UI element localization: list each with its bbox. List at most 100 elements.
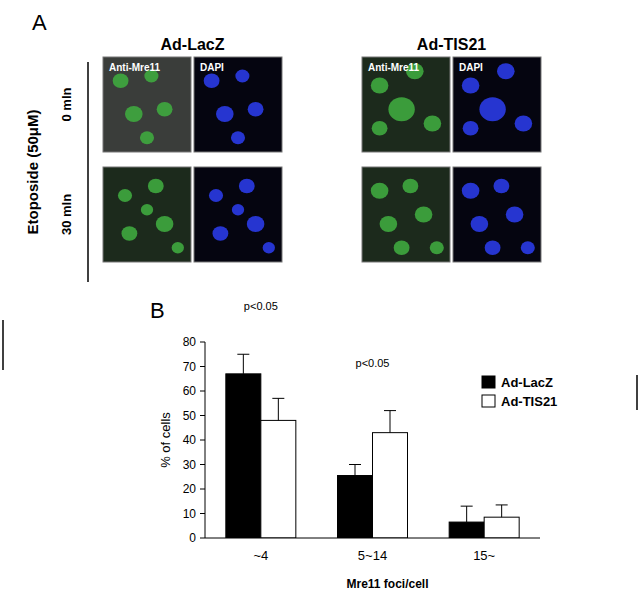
nucleus xyxy=(140,131,154,144)
y-tick xyxy=(200,538,205,539)
y-tick xyxy=(200,489,205,490)
nucleus xyxy=(239,179,255,194)
nucleus xyxy=(521,241,535,254)
nucleus xyxy=(471,216,489,232)
nucleus xyxy=(204,73,220,88)
nucleus xyxy=(388,97,414,121)
micrograph xyxy=(194,57,282,152)
micrograph xyxy=(453,167,541,262)
x-axis xyxy=(205,538,540,539)
channel-label: Anti-Mre11 xyxy=(109,62,161,73)
nucleus xyxy=(371,77,389,93)
nucleus xyxy=(463,121,479,136)
micrograph xyxy=(103,167,191,262)
nucleus xyxy=(430,241,444,254)
bar xyxy=(373,433,408,538)
error-stem xyxy=(278,398,279,420)
nucleus xyxy=(485,240,501,255)
error-cap xyxy=(272,398,284,399)
nucleus xyxy=(394,240,410,255)
y-tick xyxy=(200,391,205,392)
nucleus xyxy=(372,121,388,136)
row-label: 30 mln xyxy=(59,194,74,235)
y-tick-label: 50 xyxy=(183,409,197,423)
bar xyxy=(261,420,296,538)
y-tick-label: 30 xyxy=(183,458,197,472)
error-stem xyxy=(355,465,356,476)
legend-label: Ad-LacZ xyxy=(501,375,553,390)
nucleus xyxy=(247,216,265,232)
figure: AEtoposide (50μM)0 mln30 mlnAd-LacZAnti-… xyxy=(0,0,641,597)
error-stem xyxy=(243,354,244,374)
y-tick-label: 40 xyxy=(183,433,197,447)
micrograph xyxy=(362,57,450,152)
channel-label: Anti-Mre11 xyxy=(368,62,420,73)
background xyxy=(0,0,641,597)
group-title: Ad-LacZ xyxy=(161,36,225,53)
legend-label: Ad-TIS21 xyxy=(501,394,557,409)
nucleus xyxy=(497,63,515,79)
error-bar xyxy=(496,505,508,517)
nucleus xyxy=(248,102,264,117)
error-stem xyxy=(466,506,467,522)
figure-root: AEtoposide (50μM)0 mln30 mlnAd-LacZAnti-… xyxy=(0,0,641,597)
y-tick-label: 20 xyxy=(183,482,197,496)
error-cap xyxy=(384,410,396,411)
y-tick-label: 0 xyxy=(189,531,196,545)
bar xyxy=(449,522,484,538)
row-bracket xyxy=(87,62,89,282)
nucleus xyxy=(515,115,533,131)
error-bar xyxy=(461,506,473,522)
nucleus xyxy=(506,206,524,222)
bar xyxy=(338,476,373,538)
nucleus xyxy=(402,179,418,194)
nucleus xyxy=(235,70,249,83)
nucleus xyxy=(125,106,143,122)
edge-mark xyxy=(2,320,4,370)
error-cap xyxy=(496,504,508,505)
nucleus xyxy=(493,179,509,194)
nucleus xyxy=(216,106,234,122)
nucleus xyxy=(232,204,244,215)
treatment-label: Etoposide (50μM) xyxy=(24,109,41,234)
bar xyxy=(484,517,519,538)
nucleus xyxy=(263,242,275,253)
error-bar xyxy=(237,354,249,374)
error-bar xyxy=(384,411,396,433)
nucleus xyxy=(209,189,223,202)
nucleus xyxy=(148,179,164,194)
bars xyxy=(226,354,519,538)
y-tick xyxy=(200,366,205,367)
nucleus xyxy=(424,115,442,131)
nucleus xyxy=(118,189,132,202)
micrograph xyxy=(453,57,541,152)
error-cap xyxy=(349,464,361,465)
y-tick-label: 70 xyxy=(183,360,197,374)
error-cap xyxy=(237,354,249,355)
panel-label: A xyxy=(32,10,47,35)
legend-swatch xyxy=(482,395,495,407)
y-axis-label: % of cells xyxy=(158,412,173,468)
micrograph xyxy=(362,167,450,262)
nucleus xyxy=(231,131,245,144)
channel-label: DAPI xyxy=(459,62,483,73)
error-stem xyxy=(390,411,391,433)
panel-label: B xyxy=(150,298,165,323)
edge-mark xyxy=(636,375,638,410)
y-tick-label: 80 xyxy=(183,335,197,349)
x-tick-label: ~4 xyxy=(253,548,268,563)
micrograph xyxy=(103,57,191,152)
x-tick-label: 15~ xyxy=(473,548,495,563)
micrograph xyxy=(194,167,282,262)
error-bar xyxy=(272,398,284,420)
error-bar xyxy=(349,465,361,476)
y-tick xyxy=(200,440,205,441)
annotation: p<0.05 xyxy=(356,357,390,369)
x-axis-label: Mre11 foci/cell xyxy=(346,577,428,591)
nucleus xyxy=(141,204,153,215)
y-tick xyxy=(200,464,205,465)
nucleus xyxy=(121,226,137,241)
nucleus xyxy=(462,183,480,199)
group-title: Ad-TIS21 xyxy=(417,36,486,53)
nucleus xyxy=(479,97,505,121)
